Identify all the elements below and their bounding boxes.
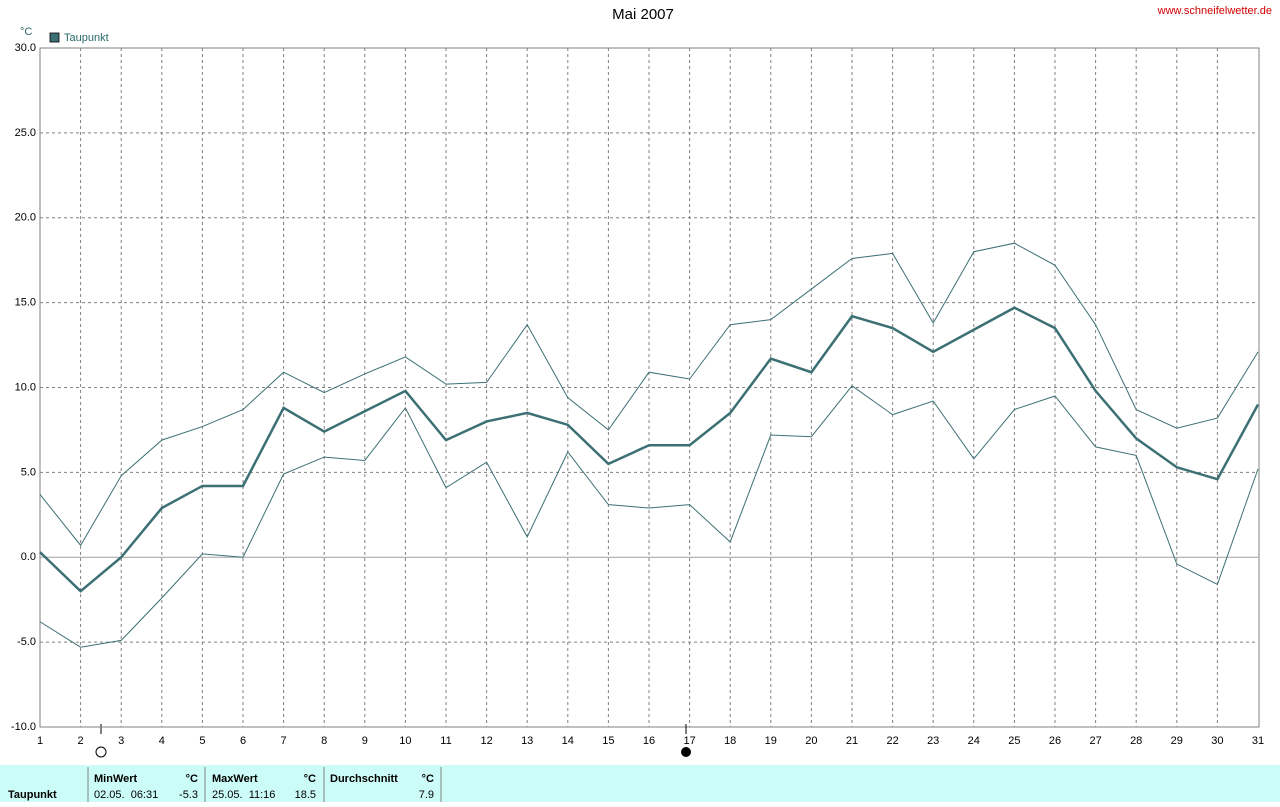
y-tick-label: -5.0 [17, 636, 36, 648]
y-tick-label: 20.0 [15, 212, 36, 224]
x-tick-label: 8 [321, 735, 327, 747]
x-tick-label: 9 [362, 735, 368, 747]
y-axis-label: °C [20, 26, 32, 38]
summary-time: 25.05. 11:16 [212, 789, 275, 801]
x-tick-label: 14 [562, 735, 574, 747]
x-tick-label: 19 [765, 735, 777, 747]
x-tick-label: 16 [643, 735, 655, 747]
x-tick-label: 2 [78, 735, 84, 747]
series-line [39, 385, 1259, 648]
legend-label: Taupunkt [64, 32, 109, 44]
summary-label: Taupunkt [8, 789, 57, 801]
source: www.schneifelwetter.de [1157, 5, 1272, 17]
summary-header: MaxWert [212, 773, 258, 785]
y-tick-label: 15.0 [15, 297, 36, 309]
x-tick-label: 15 [602, 735, 614, 747]
summary-value: 7.9 [419, 789, 434, 801]
x-tick-label: 1 [37, 735, 43, 747]
x-tick-label: 30 [1211, 735, 1223, 747]
summary-unit: °C [186, 773, 198, 785]
moon-icon [95, 746, 107, 758]
y-tick-label: 0.0 [21, 551, 36, 563]
series-line [39, 242, 1259, 547]
series-line [39, 306, 1260, 593]
x-tick-label: 18 [724, 735, 736, 747]
summary-unit: °C [304, 773, 316, 785]
moon-icon [681, 747, 691, 757]
x-tick-label: 22 [886, 735, 898, 747]
y-tick-label: 25.0 [15, 127, 36, 139]
x-tick-label: 17 [683, 735, 695, 747]
x-tick-label: 31 [1252, 735, 1264, 747]
summary-band [0, 765, 1280, 802]
x-tick-label: 20 [805, 735, 817, 747]
summary-unit: °C [422, 773, 434, 785]
summary-time: 02.05. 06:31 [94, 789, 158, 801]
x-tick-label: 26 [1049, 735, 1061, 747]
summary-value: 18.5 [295, 789, 316, 801]
y-tick-label: 5.0 [21, 466, 36, 478]
summary-value: -5.3 [179, 789, 198, 801]
x-tick-label: 21 [846, 735, 858, 747]
x-tick-label: 27 [1089, 735, 1101, 747]
y-tick-label: 30.0 [15, 42, 36, 54]
x-tick-label: 10 [399, 735, 411, 747]
x-tick-label: 4 [159, 735, 165, 747]
x-tick-label: 13 [521, 735, 533, 747]
chart-title: Mai 2007 [612, 6, 674, 23]
x-tick-label: 6 [240, 735, 246, 747]
x-tick-label: 12 [480, 735, 492, 747]
legend-swatch [49, 32, 60, 43]
y-tick-label: -10.0 [11, 721, 36, 733]
x-tick-label: 28 [1130, 735, 1142, 747]
x-tick-label: 3 [118, 735, 124, 747]
x-tick-label: 11 [440, 735, 451, 747]
x-tick-label: 25 [1008, 735, 1020, 747]
x-tick-label: 7 [281, 735, 287, 747]
y-tick-label: 10.0 [15, 381, 36, 393]
summary-header: MinWert [94, 773, 138, 785]
x-tick-label: 5 [199, 735, 205, 747]
x-tick-label: 24 [968, 735, 980, 747]
x-tick-label: 29 [1171, 735, 1183, 747]
summary-header: Durchschnitt [330, 773, 398, 785]
x-tick-label: 23 [927, 735, 939, 747]
